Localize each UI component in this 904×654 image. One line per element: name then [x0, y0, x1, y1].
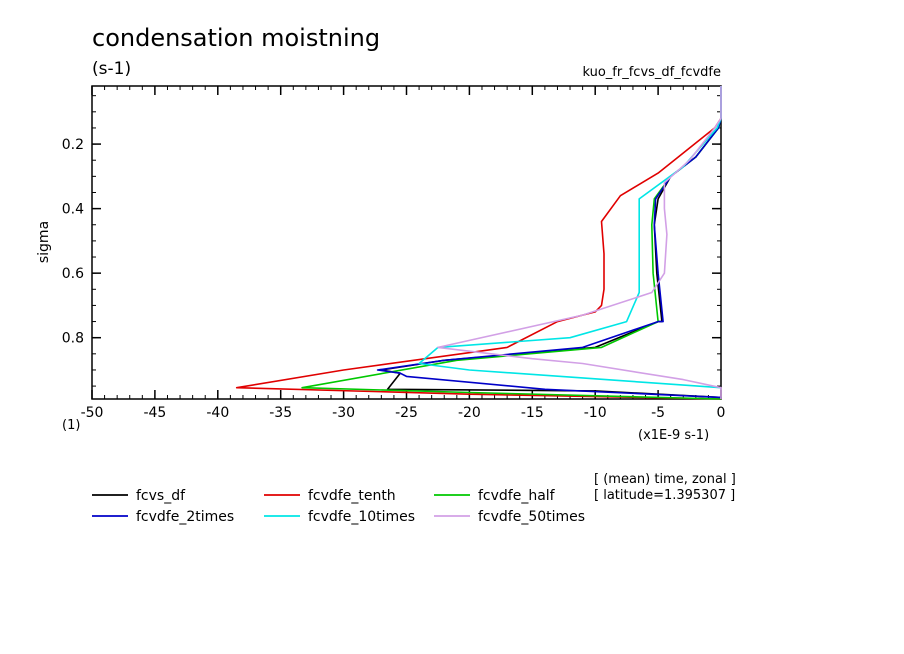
- y-tick-label: 0.8: [62, 331, 84, 347]
- chart-title: condensation moistning: [92, 24, 380, 52]
- legend-label: fcvdfe_10times: [308, 509, 415, 525]
- x-tick-label: -15: [521, 405, 544, 421]
- y-tick-label: 0.6: [62, 266, 84, 282]
- y-tick-label: 0.2: [62, 137, 84, 153]
- legend-label: fcvdfe_2times: [136, 509, 234, 525]
- axis-ticks: -50 -45 -40 -35 -30 -25 -20 -15 -10 -5 00.20.40.60…: [62, 86, 726, 421]
- x-tick-label: -5: [651, 405, 665, 421]
- legend-label: fcvdfe_tenth: [308, 488, 396, 504]
- annotation-line-1: [ (mean) time, zonal ]: [594, 472, 736, 487]
- x-tick-label: -40: [206, 405, 229, 421]
- x-tick-label: -25: [395, 405, 418, 421]
- legend: fcvs_df fcvdfe_tenth fcvdfe_half fcvdfe_2ti…: [92, 488, 585, 525]
- x-tick-label: -35: [269, 405, 292, 421]
- series-line-fcvdfe-50times: [437, 86, 722, 399]
- y-axis-label: sigma: [36, 221, 52, 263]
- x-tick-label: -50: [81, 405, 104, 421]
- legend-label: fcvdfe_half: [478, 488, 556, 504]
- x-corner-label: (1): [62, 418, 80, 433]
- series-line-fcvdfe-tenth: [235, 86, 722, 400]
- plot-frame: [91, 85, 722, 400]
- legend-label: fcvs_df: [136, 488, 186, 504]
- series-line-fcvdfe-2times: [376, 86, 722, 399]
- x-tick-label: -20: [458, 405, 481, 421]
- chart-units: (s-1): [92, 59, 131, 79]
- annotation-line-2: [ latitude=1.395307 ]: [594, 488, 735, 503]
- y-tick-label: 0.4: [62, 202, 84, 218]
- series-line-fcvdfe-10times: [418, 86, 722, 389]
- x-tick-label: -10: [584, 405, 607, 421]
- x-units-label: (x1E-9 s-1): [638, 428, 709, 443]
- plot-area: [91, 85, 722, 400]
- legend-label: fcvdfe_50times: [478, 509, 585, 525]
- series-layer: [235, 86, 722, 400]
- x-tick-label: -45: [143, 405, 166, 421]
- experiment-label: kuo_fr_fcvs_df_fcvdfe: [582, 65, 721, 80]
- x-tick-label: -30: [332, 405, 355, 421]
- x-tick-label: 0: [717, 405, 726, 421]
- series-line-fcvdfe-half: [301, 86, 722, 400]
